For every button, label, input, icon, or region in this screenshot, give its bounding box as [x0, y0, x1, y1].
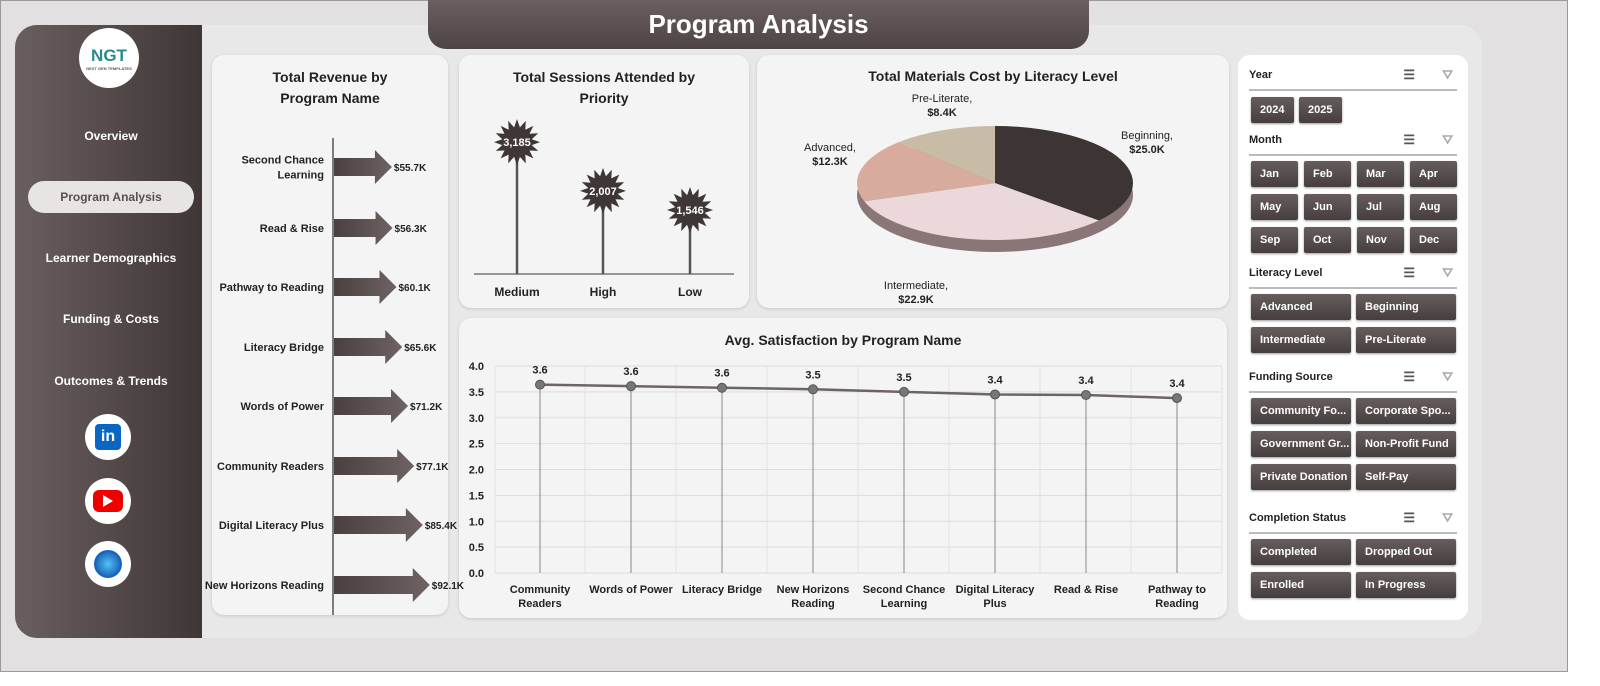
slicer-funding-source: Funding Source ☰ ⛛	[1249, 369, 1457, 393]
slicer-button[interactable]: 2024	[1251, 97, 1294, 123]
slicer-button[interactable]: Intermediate	[1251, 327, 1351, 353]
globe-icon[interactable]	[85, 541, 131, 587]
clear-filter-icon[interactable]: ⛛	[1442, 67, 1453, 82]
satisfaction-card: Avg. Satisfaction by Program Name	[459, 318, 1227, 618]
slicer-title: Literacy Level	[1249, 267, 1323, 279]
slicer-literacy-level: Literacy Level ☰ ⛛	[1249, 265, 1457, 289]
slicer-button[interactable]: Government Gr...	[1251, 431, 1351, 457]
sessions-card: Total Sessions Attended by Priority	[459, 55, 749, 308]
slicer-button[interactable]: Enrolled	[1251, 572, 1351, 598]
slicer-year: Year ☰ ⛛	[1249, 67, 1457, 91]
multi-select-icon[interactable]: ☰	[1403, 510, 1415, 525]
slicer-title: Funding Source	[1249, 371, 1333, 383]
slicer-button[interactable]: Self-Pay	[1356, 464, 1456, 490]
slicer-button[interactable]: Dec	[1410, 227, 1457, 253]
multi-select-icon[interactable]: ☰	[1403, 265, 1415, 280]
slicer-button[interactable]: Corporate Spo...	[1356, 398, 1456, 424]
slicer-button[interactable]: Aug	[1410, 194, 1457, 220]
clear-filter-icon[interactable]: ⛛	[1442, 132, 1453, 147]
slicer-button[interactable]: Apr	[1410, 161, 1457, 187]
slicer-button[interactable]: 2025	[1299, 97, 1342, 123]
slicer-title: Completion Status	[1249, 512, 1347, 524]
sidebar	[15, 25, 202, 638]
revenue-title: Total Revenue by Program Name	[272, 69, 388, 106]
nav-outcomes-trends[interactable]: Outcomes & Trends	[54, 374, 168, 388]
slicer-button[interactable]: Advanced	[1251, 294, 1351, 320]
slicer-button[interactable]: Jul	[1357, 194, 1404, 220]
logo-text: NGT	[91, 45, 127, 65]
slicer-month: Month ☰ ⛛	[1249, 132, 1457, 156]
nav-learner-demographics[interactable]: Learner Demographics	[45, 251, 177, 265]
materials-card: Total Materials Cost by Literacy Level	[757, 55, 1229, 308]
linkedin-icon[interactable]: in	[85, 414, 131, 460]
slicer-button[interactable]: Nov	[1357, 227, 1404, 253]
satisfaction-title: Avg. Satisfaction by Program Name	[724, 332, 962, 348]
youtube-icon[interactable]	[85, 478, 131, 524]
slicer-button[interactable]: Community Fo...	[1251, 398, 1351, 424]
slicer-button[interactable]: Non-Profit Fund	[1356, 431, 1456, 457]
multi-select-icon[interactable]: ☰	[1403, 132, 1415, 147]
revenue-card: Total Revenue by Program Name	[212, 55, 448, 615]
slicer-button[interactable]: Completed	[1251, 539, 1351, 565]
multi-select-icon[interactable]: ☰	[1403, 369, 1415, 384]
slicer-button[interactable]: Oct	[1304, 227, 1351, 253]
slicer-panel: Year ☰ ⛛ 2024 2025 Month ☰ ⛛ Jan Feb Mar Apr May Jun J…	[1238, 55, 1468, 620]
materials-title: Total Materials Cost by Literacy Level	[868, 68, 1118, 84]
slicer-title: Month	[1249, 134, 1282, 146]
clear-filter-icon[interactable]: ⛛	[1442, 369, 1453, 384]
clear-filter-icon[interactable]: ⛛	[1442, 510, 1453, 525]
slicer-button[interactable]: Beginning	[1356, 294, 1456, 320]
logo-subtext: NEXT GEN TEMPLATES	[86, 65, 132, 71]
nav-funding-costs[interactable]: Funding & Costs	[63, 312, 159, 326]
slicer-button[interactable]: May	[1251, 194, 1298, 220]
sessions-title: Total Sessions Attended by Priority	[512, 69, 696, 106]
slicer-button[interactable]: In Progress	[1356, 572, 1456, 598]
slicer-button[interactable]: Sep	[1251, 227, 1298, 253]
slicer-button[interactable]: Dropped Out	[1356, 539, 1456, 565]
clear-filter-icon[interactable]: ⛛	[1442, 265, 1453, 280]
slicer-button[interactable]: Jun	[1304, 194, 1351, 220]
slicer-completion-status: Completion Status ☰ ⛛	[1249, 510, 1457, 534]
multi-select-icon[interactable]: ☰	[1403, 67, 1415, 82]
slicer-button[interactable]: Pre-Literate	[1356, 327, 1456, 353]
page-title: Program Analysis	[428, 0, 1089, 49]
slicer-button[interactable]: Private Donation	[1251, 464, 1351, 490]
nav-overview[interactable]: Overview	[84, 129, 138, 143]
logo: NGT NEXT GEN TEMPLATES	[79, 28, 139, 88]
slicer-button[interactable]: Jan	[1251, 161, 1298, 187]
slicer-button[interactable]: Feb	[1304, 161, 1351, 187]
slicer-title: Year	[1249, 69, 1273, 81]
slicer-button[interactable]: Mar	[1357, 161, 1404, 187]
nav-program-analysis[interactable]: Program Analysis	[28, 181, 194, 213]
